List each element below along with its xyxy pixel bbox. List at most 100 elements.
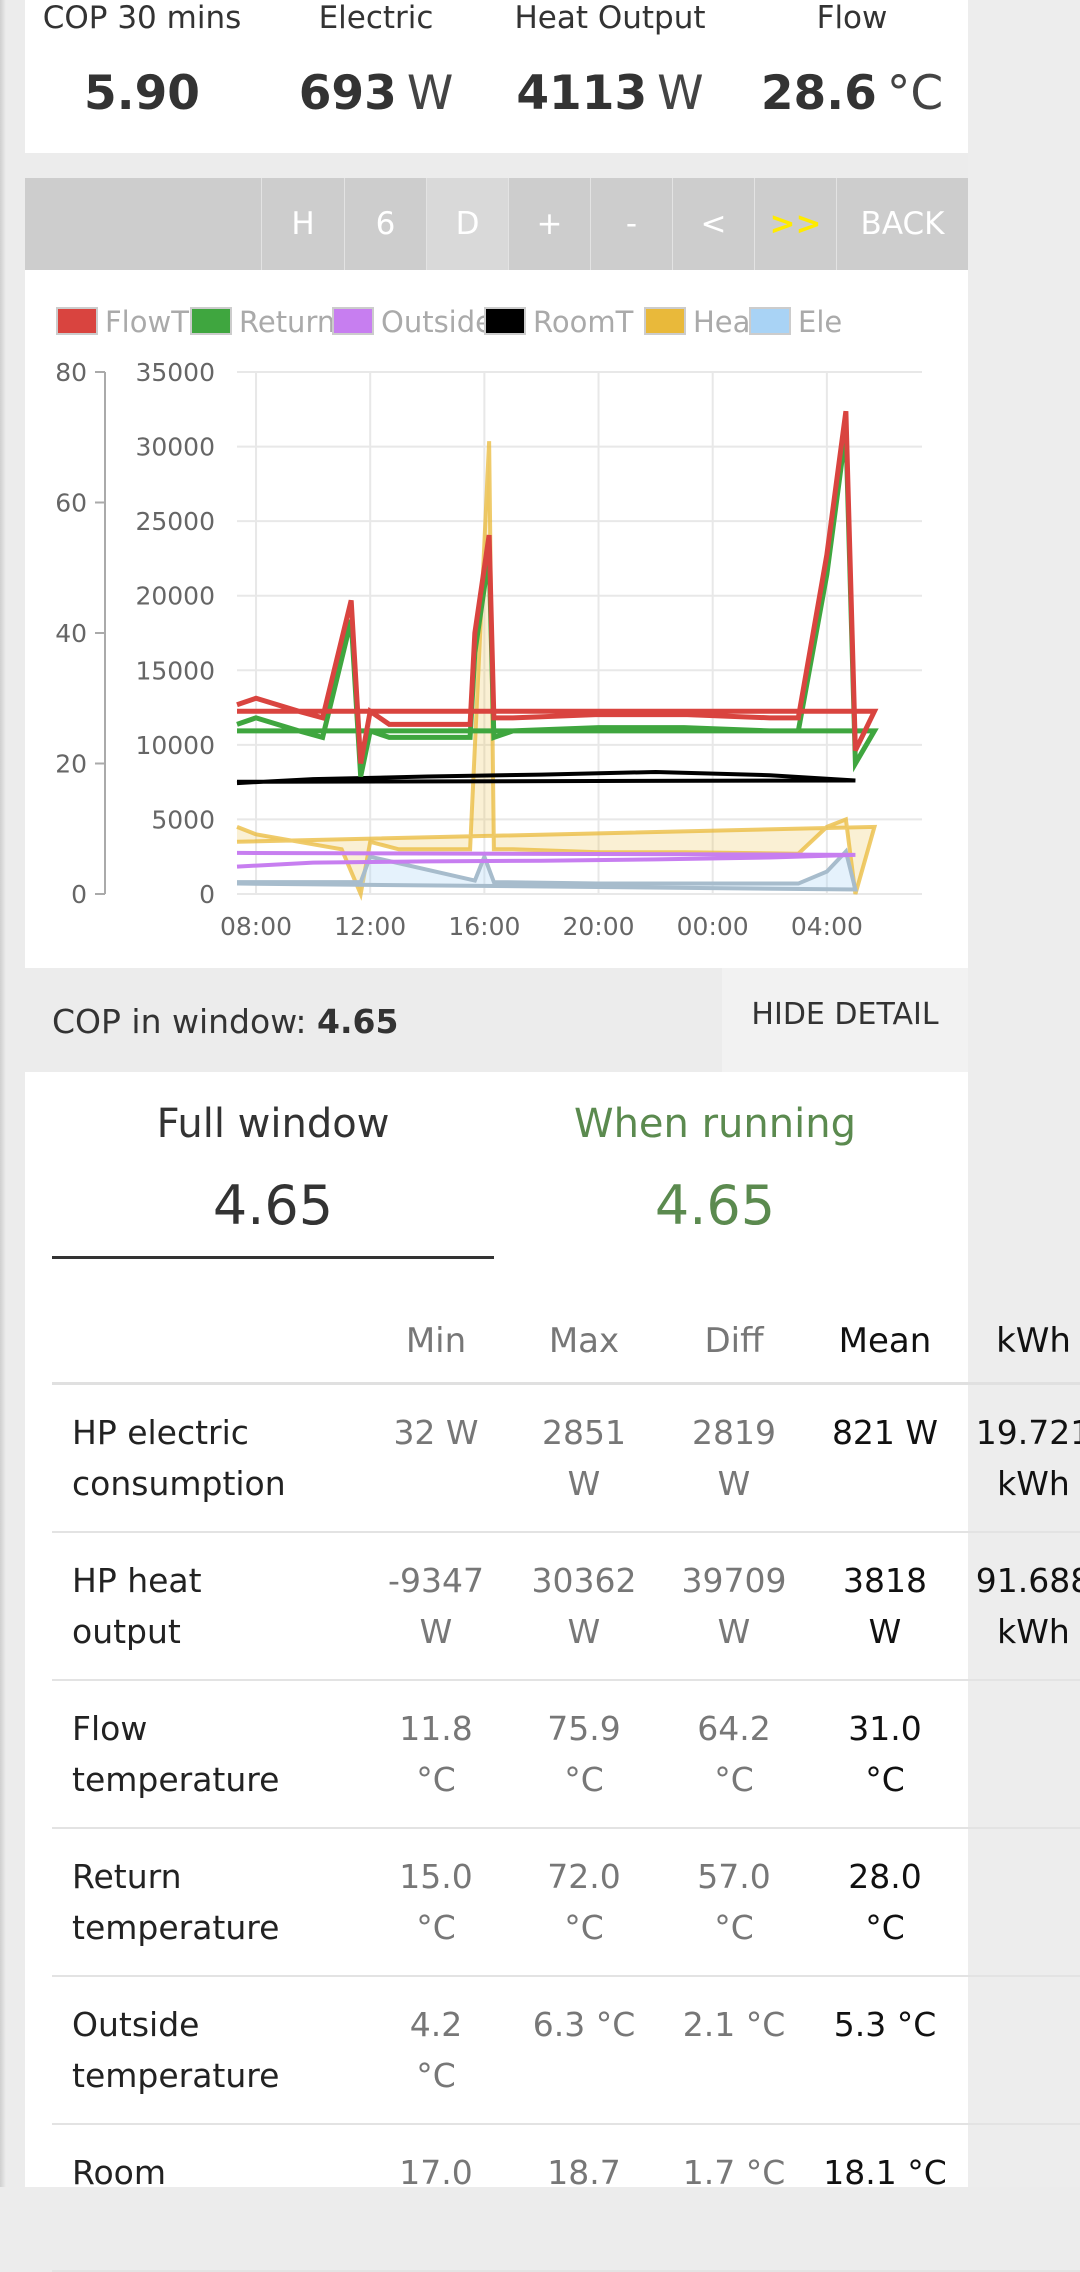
row-label: Outside temperature	[52, 1976, 362, 2124]
cell-line: 821 W	[831, 1413, 939, 1452]
stat-flow: Flow 28.6 °C	[727, 0, 977, 122]
stat-value: 693	[298, 66, 397, 121]
stat-unit: °C	[886, 66, 944, 121]
legend-swatch	[56, 307, 98, 335]
cell-line: °C	[564, 1760, 604, 1799]
tab-label: When running	[574, 1101, 856, 1147]
page-gutter	[968, 0, 1080, 2187]
cell-line: W	[717, 1464, 751, 1503]
tab-label: Full window	[156, 1101, 390, 1147]
row-label: Room	[52, 2124, 362, 2271]
room-temp-line	[236, 769, 856, 786]
y-right-tick-label: 20000	[135, 582, 215, 611]
stats-table: Min Max Diff Mean kWh HP electric consump…	[52, 1300, 1080, 2272]
table-header-row: Min Max Diff Mean kWh	[52, 1300, 1080, 1384]
stat-label: COP 30 mins	[42, 0, 242, 36]
cell-line: W	[868, 1612, 902, 1651]
cell-line: temperature	[72, 1908, 280, 1947]
cell-line: 39709	[681, 1561, 787, 1600]
cell-line: 3818	[843, 1561, 927, 1600]
table-row: Flow temperature 11.8 °C 75.9 °C 64.2 °C 31.0 °C	[52, 1680, 1080, 1828]
column-header-mean: Mean	[838, 1321, 932, 1361]
y-left-tick-label: 20	[55, 750, 87, 779]
row-label: HP heat output	[52, 1532, 362, 1680]
cell-line: output	[72, 1612, 181, 1651]
column-header-max: Max	[548, 1321, 620, 1361]
cop-window-bar: COP in window: 4.65 HIDE DETAIL	[25, 968, 968, 1072]
y-right-tick-label: 0	[199, 880, 215, 909]
cell-line: 17.0	[399, 2153, 473, 2192]
cell-mean: 5.3 °C	[810, 1976, 960, 2124]
pan-right-button[interactable]: >>	[754, 178, 836, 270]
cell-diff: 57.0 °C	[658, 1828, 810, 1976]
cell-line: °C	[714, 1908, 754, 1947]
y-right-tick-label: 35000	[135, 358, 215, 387]
return-temp-line	[236, 430, 879, 778]
tab-when-running[interactable]: When running 4.65	[494, 1102, 936, 1236]
zoom-in-button[interactable]: +	[508, 178, 590, 270]
cell-line: W	[419, 1612, 453, 1651]
cell-line: -9347	[388, 1561, 484, 1600]
flow-temp-line	[236, 410, 879, 764]
column-header	[52, 1300, 362, 1384]
pan-left-button[interactable]: <	[672, 178, 754, 270]
cell-line: 4.2	[409, 2005, 463, 2044]
cop-window-label: COP in window:	[52, 1002, 307, 1041]
cell-max: 72.0 °C	[510, 1828, 658, 1976]
cell-line: 31.0	[848, 1709, 922, 1748]
y-right-tick-label: 5000	[151, 805, 215, 834]
zoom-day-button[interactable]: D	[426, 178, 508, 270]
back-button[interactable]: BACK	[836, 178, 968, 270]
stat-label: Flow	[816, 0, 888, 36]
x-tick-label: 04:00	[791, 912, 863, 941]
tab-full-window[interactable]: Full window 4.65	[52, 1102, 494, 1236]
cell-line: °C	[416, 2056, 456, 2095]
cell-line: °C	[416, 1760, 456, 1799]
y-left-tick-label: 60	[55, 489, 87, 518]
stat-value: 5.90	[84, 66, 200, 121]
zoom-hour-button[interactable]: H	[261, 178, 344, 270]
cell-line: HP electric	[72, 1413, 249, 1452]
cell-line: °C	[714, 1760, 754, 1799]
legend-swatch	[644, 307, 686, 335]
cell-line: 57.0	[697, 1857, 771, 1896]
hide-detail-button[interactable]: HIDE DETAIL	[722, 968, 968, 1072]
legend-swatch	[332, 307, 374, 335]
cell-max: 30362 W	[510, 1532, 658, 1680]
cell-kwh: 91.688 kWh	[960, 1532, 1080, 1680]
cop-window-value: 4.65	[317, 1002, 399, 1041]
cell-min: 17.0	[362, 2124, 510, 2271]
table-row: Room 17.0 18.7 1.7 °C 18.1 °C	[52, 2124, 1080, 2271]
active-tab-indicator	[52, 1256, 494, 1259]
cell-line: °C	[865, 1760, 905, 1799]
y-right-tick-label: 15000	[135, 656, 215, 685]
cell-line: 30362	[531, 1561, 637, 1600]
table-row: HP electric consumption 32 W 2851 W 2819 W 821 …	[52, 1384, 1080, 1532]
stat-value: 4113	[516, 66, 648, 121]
cell-line: W	[567, 1612, 601, 1651]
zoom-6h-button[interactable]: 6	[344, 178, 426, 270]
legend-label: RoomT	[533, 305, 634, 339]
cell-line: 32 W	[393, 1413, 479, 1452]
cell-mean: 18.1 °C	[810, 2124, 960, 2271]
history-chart[interactable]: FlowT ReturnT OutsideT RoomT Heat Ele 08:00 12:…	[25, 270, 968, 968]
cell-kwh	[960, 1976, 1080, 2124]
cell-line: 2.1 °C	[682, 2005, 786, 2044]
cell-line: 6.3 °C	[532, 2005, 636, 2044]
cell-diff: 2.1 °C	[658, 1976, 810, 2124]
stat-electric: Electric 693 W	[259, 0, 493, 122]
y-left-tick-label: 40	[55, 619, 87, 648]
cell-line: temperature	[72, 1760, 280, 1799]
column-header-min: Min	[405, 1321, 467, 1361]
stat-label: Heat Output	[514, 0, 706, 36]
table-row: Return temperature 15.0 °C 72.0 °C 57.0 °C 28.0 °…	[52, 1828, 1080, 1976]
cell-min: 11.8 °C	[362, 1680, 510, 1828]
tab-value: 4.65	[654, 1174, 776, 1237]
table-row: Outside temperature 4.2 °C 6.3 °C 2.1 °C 5.3 °…	[52, 1976, 1080, 2124]
zoom-out-button[interactable]: -	[590, 178, 672, 270]
cell-kwh	[960, 2124, 1080, 2271]
x-tick-label: 00:00	[677, 912, 749, 941]
stat-heat-output: Heat Output 4113 W	[493, 0, 727, 122]
legend-label: FlowT	[105, 305, 189, 339]
